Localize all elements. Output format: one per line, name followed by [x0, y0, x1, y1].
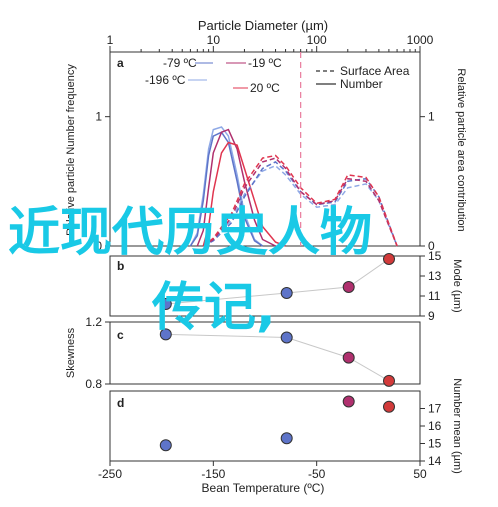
- x-tick-label: -250: [98, 467, 122, 481]
- panel-a-series: [189, 126, 398, 247]
- x-tick-label: -50: [308, 467, 326, 481]
- y-tick-label: 13: [428, 269, 442, 283]
- top-tick-label: 1: [107, 33, 114, 47]
- data-point: [159, 328, 172, 341]
- panel-a-top-axis-title: Particle Diameter (µm): [198, 18, 328, 33]
- data-point: [383, 374, 395, 387]
- panel-a: Particle Diameter (µm) a 1 10 100 1000 01 0…: [65, 18, 467, 253]
- y-tick-label: 11: [428, 289, 441, 303]
- series-line-number: [202, 141, 286, 247]
- panel-c-label: c: [117, 328, 124, 342]
- data-point: [280, 432, 293, 445]
- panel-d-points: [159, 395, 395, 452]
- annotation-minus19: -19 ºC: [248, 56, 282, 70]
- y-tick-label: 15: [428, 249, 442, 263]
- panel-b-label: b: [117, 259, 124, 273]
- data-point: [280, 287, 293, 299]
- panel-d-frame: [109, 390, 421, 462]
- data-point: [159, 439, 172, 452]
- legend-label-number: Number: [340, 77, 383, 91]
- panel-c-points: [159, 328, 395, 387]
- panel-b-frame: [109, 255, 421, 317]
- data-point: [342, 351, 355, 364]
- data-point: [159, 298, 172, 310]
- panel-b: b 9 11 13 15 Mode (µm): [109, 249, 463, 323]
- series-line-surface: [202, 157, 398, 247]
- y-tick-label: 9: [428, 309, 435, 323]
- series-annotations: -79 ºC -196 ºC -19 ºC 20 ºC: [145, 56, 282, 95]
- series-line-surface: [202, 164, 398, 247]
- panel-a-right-ylabel: Relative particle area contribution: [455, 68, 467, 231]
- overlay-text: 近现代历史人物 传记,: [8, 203, 372, 338]
- data-point: [383, 400, 395, 413]
- top-tick-label: 100: [307, 33, 327, 47]
- data-point: [383, 253, 395, 265]
- data-point: [342, 281, 355, 293]
- left-tick-label: 0: [95, 239, 102, 253]
- x-tick-label: 50: [413, 467, 427, 481]
- panel-d-bottom-ticks: -250 -150 -50 50: [98, 461, 427, 481]
- panel-a-left-ylabel: Relative particle Number frequency: [65, 64, 77, 236]
- panel-a-left-ticks: 01: [95, 110, 110, 253]
- panel-c: c 0.8 1.2 Skewness: [65, 315, 421, 391]
- y-tick-label: 1.2: [85, 315, 102, 329]
- series-line-number: [196, 128, 276, 247]
- y-tick-label: 15: [428, 437, 442, 451]
- overlay-line-2: 传记,: [151, 278, 276, 338]
- y-tick-label: 17: [428, 402, 442, 416]
- y-tick-label: 16: [428, 419, 442, 433]
- series-line-surface: [202, 154, 398, 247]
- legend-label-surface-area: Surface Area: [340, 64, 410, 78]
- panel-b-points: [159, 253, 395, 310]
- right-tick-label: 0: [428, 239, 435, 253]
- panel-c-ylabel: Skewness: [65, 327, 77, 378]
- top-tick-label: 10: [207, 33, 221, 47]
- y-tick-label: 0.8: [85, 377, 102, 391]
- panel-d-right-ticks: 14 15 16 17: [420, 402, 442, 468]
- panel-d-ylabel: Number mean (µm): [451, 378, 463, 474]
- panel-a-frame: [109, 51, 421, 247]
- x-tick-label: -150: [201, 467, 225, 481]
- annotation-minus196: -196 ºC: [145, 73, 186, 87]
- panel-c-left-ticks: 0.8 1.2: [85, 315, 110, 391]
- data-point: [342, 395, 355, 408]
- right-tick-label: 1: [428, 110, 435, 124]
- panel-d: d 14 15 16 17 -250 -150 -50 50 Number mean (µm…: [98, 378, 463, 495]
- annotation-minus79: -79 ºC: [163, 56, 197, 70]
- legend: Surface Area Number: [316, 64, 410, 91]
- panel-b-right-ticks: 9 11 13 15: [420, 249, 442, 323]
- series-line-number: [189, 126, 264, 247]
- data-point: [280, 331, 293, 344]
- y-tick-label: 14: [428, 454, 442, 468]
- top-tick-label: 1000: [407, 33, 434, 47]
- overlay-line-1: 近现代历史人物: [8, 203, 372, 263]
- panel-a-right-ticks: 01: [420, 110, 435, 253]
- annotation-20: 20 ºC: [250, 81, 280, 95]
- panel-d-xlabel: Bean Temperature (ºC): [202, 481, 325, 495]
- panel-d-label: d: [117, 396, 124, 410]
- left-tick-label: 1: [95, 110, 102, 124]
- panel-c-frame: [109, 321, 421, 385]
- panel-a-label: a: [117, 56, 124, 70]
- panel-b-trend-line: [165, 258, 390, 305]
- panel-a-top-ticks: 1 10 100 1000: [107, 33, 434, 52]
- panel-c-trend-line: [165, 333, 390, 382]
- panel-b-ylabel: Mode (µm): [451, 259, 463, 312]
